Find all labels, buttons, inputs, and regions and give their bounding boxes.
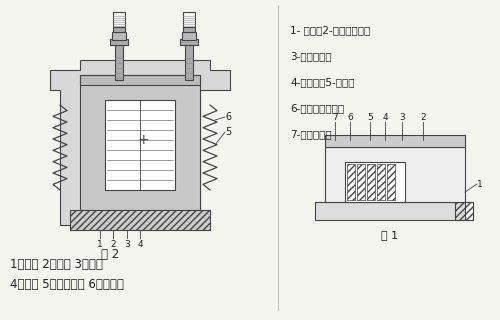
Text: 3: 3 — [399, 113, 405, 122]
Bar — [80, 75, 200, 210]
Text: 6: 6 — [347, 113, 353, 122]
Polygon shape — [50, 60, 230, 225]
Bar — [387, 164, 395, 200]
Bar — [113, 12, 125, 27]
Text: 5: 5 — [225, 127, 231, 137]
Text: +: + — [137, 133, 149, 147]
Bar — [70, 210, 210, 230]
Text: 1、铁芯 2、衔铁 3、线圈: 1、铁芯 2、衔铁 3、线圈 — [10, 258, 103, 271]
Bar — [113, 27, 125, 32]
Bar — [357, 164, 365, 200]
Text: 6: 6 — [225, 112, 231, 122]
Bar — [182, 32, 196, 40]
Text: 2: 2 — [420, 113, 426, 122]
Text: 7: 7 — [332, 113, 338, 122]
Text: 图 1: 图 1 — [382, 230, 398, 240]
Bar — [110, 39, 128, 45]
Bar — [185, 40, 193, 80]
Text: 7-调整螺栓；: 7-调整螺栓； — [290, 129, 332, 139]
Bar — [325, 135, 465, 147]
Text: 2: 2 — [110, 240, 116, 249]
Bar — [325, 147, 465, 202]
Text: 4: 4 — [382, 113, 388, 122]
Text: 1- 机座；2-机电磁铁芯；: 1- 机座；2-机电磁铁芯； — [290, 25, 370, 35]
Text: 3-共振弹簧；: 3-共振弹簧； — [290, 51, 332, 61]
Bar — [455, 202, 473, 220]
Bar — [315, 202, 465, 220]
Bar — [345, 162, 405, 202]
Text: 4、机座 5、共振弹簧 6、振动体: 4、机座 5、共振弹簧 6、振动体 — [10, 278, 124, 291]
Text: 3: 3 — [124, 240, 130, 249]
Bar — [115, 40, 123, 80]
Bar — [180, 39, 198, 45]
Text: 图 2: 图 2 — [101, 248, 119, 261]
Text: 1: 1 — [477, 180, 483, 188]
Bar — [105, 100, 175, 190]
Bar — [183, 12, 195, 27]
Text: 5: 5 — [367, 113, 373, 122]
Text: 6-硬橡胶冲击块；: 6-硬橡胶冲击块； — [290, 103, 344, 113]
Bar — [183, 27, 195, 32]
Bar — [367, 164, 375, 200]
Bar — [80, 75, 200, 85]
Text: 4-振动体；5-线圈；: 4-振动体；5-线圈； — [290, 77, 354, 87]
Bar — [377, 164, 385, 200]
Bar — [112, 32, 126, 40]
Text: 1: 1 — [97, 240, 103, 249]
Text: 4: 4 — [137, 240, 143, 249]
Bar — [347, 164, 355, 200]
Bar — [70, 210, 210, 230]
